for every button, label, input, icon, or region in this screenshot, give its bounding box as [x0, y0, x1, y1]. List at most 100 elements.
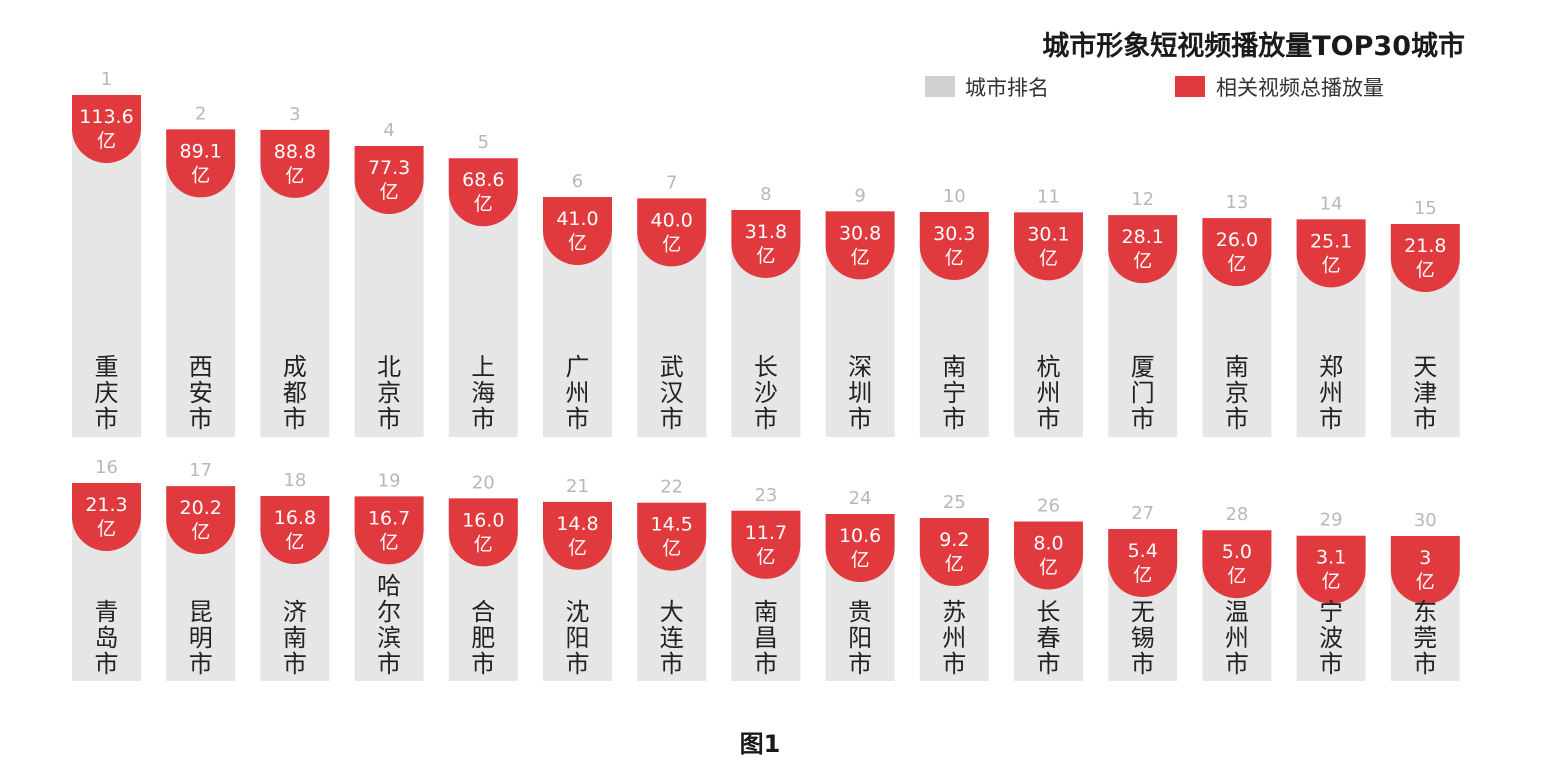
value-label: 88.8: [274, 141, 316, 163]
bar-value-cap: [543, 501, 612, 570]
value-label: 3.1: [1316, 547, 1346, 569]
rank-label: 6: [572, 171, 583, 192]
city-label: 青岛市: [95, 598, 119, 678]
chart-title: 城市形象短视频播放量TOP30城市: [1042, 30, 1465, 62]
value-label: 31.8: [745, 221, 787, 243]
unit-label: 亿: [1227, 565, 1246, 587]
value-label: 5.4: [1128, 540, 1158, 562]
city-label: 南宁市: [942, 353, 966, 433]
value-label: 10.6: [839, 525, 881, 547]
legend-rank-label: 城市排名: [965, 76, 1049, 100]
rank-label: 16: [95, 457, 118, 478]
bar-value-cap: [1296, 219, 1366, 288]
bar-value-cap: [919, 518, 989, 587]
figure-caption: 图1: [740, 730, 781, 758]
unit-label: 亿: [1133, 564, 1152, 586]
value-label: 3: [1419, 547, 1431, 569]
rank-label: 17: [189, 460, 212, 481]
rank-label: 26: [1037, 496, 1060, 517]
unit-label: 亿: [380, 181, 399, 203]
rank-label: 7: [666, 172, 677, 193]
city-label: 天津市: [1413, 353, 1437, 433]
bar-value-cap: [919, 212, 989, 281]
rank-label: 28: [1225, 504, 1248, 525]
bar-value-cap: [448, 498, 518, 567]
unit-label: 亿: [1133, 250, 1152, 272]
city-label: 成都市: [283, 353, 307, 433]
bar-value-cap: [354, 496, 424, 565]
bar-value-cap: [1108, 215, 1178, 284]
rank-label: 21: [566, 476, 589, 497]
bar-value-cap: [637, 502, 707, 571]
unit-label: 亿: [756, 245, 775, 267]
bar-value-cap: [1014, 212, 1083, 281]
unit-label: 亿: [851, 549, 870, 571]
unit-label: 亿: [285, 165, 304, 187]
unit-label: 亿: [1039, 247, 1058, 269]
value-label: 21.8: [1404, 235, 1446, 257]
bar-value-cap: [260, 129, 330, 198]
city-label: 大连市: [660, 598, 684, 678]
bar-value-cap: [1202, 218, 1272, 287]
city-label: 昆明市: [189, 598, 213, 678]
legend: 城市排名 相关视频总播放量: [925, 76, 1384, 100]
value-label: 41.0: [556, 208, 598, 230]
unit-label: 亿: [568, 232, 587, 254]
rank-label: 5: [478, 132, 489, 153]
value-label: 16.7: [368, 507, 410, 529]
city-label: 无锡市: [1131, 598, 1155, 678]
value-label: 77.3: [368, 157, 410, 179]
rank-label: 12: [1131, 189, 1154, 210]
rank-label: 22: [660, 477, 683, 498]
bar-value-cap: [72, 483, 141, 551]
rank-label: 19: [378, 470, 401, 491]
city-label: 杭州市: [1037, 353, 1061, 433]
unit-label: 亿: [1322, 254, 1341, 276]
value-label: 5.0: [1222, 541, 1252, 563]
value-label: 30.8: [839, 222, 881, 244]
city-label: 郑州市: [1319, 353, 1343, 433]
rank-label: 3: [289, 104, 300, 125]
city-label: 温州市: [1225, 598, 1249, 678]
city-label: 合肥市: [471, 598, 495, 678]
city-label: 哈尔滨市: [377, 572, 401, 678]
rank-label: 10: [943, 186, 966, 207]
bar-value-cap: [354, 146, 424, 215]
value-label: 26.0: [1216, 229, 1258, 251]
city-label: 上海市: [471, 353, 495, 433]
bar-value-cap: [543, 197, 612, 265]
city-label: 苏州市: [942, 598, 966, 678]
bar-value-cap: [72, 95, 141, 164]
city-label: 西安市: [189, 353, 213, 433]
value-label: 89.1: [180, 140, 222, 162]
bar-value-cap: [166, 486, 236, 555]
bar-value-cap: [1390, 536, 1460, 604]
unit-label: 亿: [474, 193, 493, 215]
value-label: 16.8: [274, 507, 316, 529]
unit-label: 亿: [1039, 557, 1058, 579]
rank-label: 2: [195, 103, 206, 124]
bar-value-cap: [637, 198, 707, 267]
city-label: 长春市: [1037, 598, 1061, 678]
bar-value-cap: [1390, 224, 1460, 293]
city-label: 南京市: [1225, 353, 1249, 433]
city-label: 沈阳市: [566, 598, 590, 678]
unit-label: 亿: [1322, 571, 1341, 593]
unit-label: 亿: [851, 246, 870, 268]
value-label: 28.1: [1122, 226, 1164, 248]
unit-label: 亿: [380, 531, 399, 553]
